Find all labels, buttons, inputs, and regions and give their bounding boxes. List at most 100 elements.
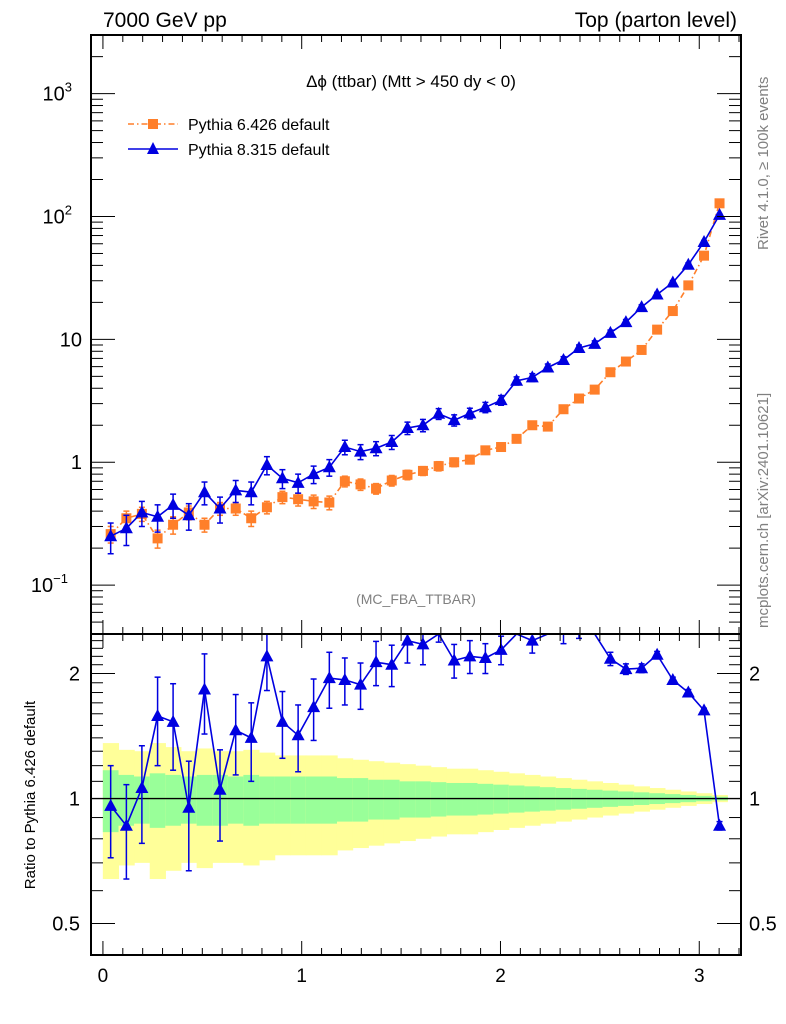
- rivet-version-label: Rivet 4.1.0, ≥ 100k events: [755, 77, 772, 250]
- ratio-marker: [135, 781, 149, 794]
- band-inner-bin: [446, 782, 463, 816]
- pythia8-marker: [603, 325, 617, 338]
- pythia6-marker: [714, 198, 725, 209]
- y-tick-label: 102: [43, 202, 72, 228]
- ratio-y-tick-label: 0.5: [52, 914, 80, 936]
- pythia8-marker: [447, 413, 461, 426]
- ratio-marker: [635, 661, 649, 674]
- band-inner-bin: [462, 782, 479, 816]
- ratio-marker: [463, 649, 477, 662]
- pythia8-marker: [354, 444, 368, 457]
- analysis-tag: (MC_FBA_TTBAR): [356, 591, 476, 607]
- ratio-marker: [697, 703, 711, 716]
- ratio-y-tick-label: 1: [69, 789, 80, 811]
- pythia8-marker: [166, 497, 180, 510]
- pythia8-marker: [525, 370, 539, 383]
- ratio-marker: [369, 655, 383, 668]
- ratio-marker: [619, 662, 633, 675]
- pythia8-marker: [432, 406, 446, 419]
- band-inner-bin: [243, 774, 260, 826]
- pythia6-marker: [527, 420, 538, 431]
- pythia6-marker: [417, 465, 428, 476]
- band-inner-bin: [383, 779, 401, 820]
- pythia8-marker: [385, 435, 399, 448]
- top-panel-content: [104, 198, 727, 555]
- pythia6-marker: [339, 476, 350, 487]
- band-inner-bin: [368, 779, 385, 820]
- ratio-bands: [91, 743, 741, 880]
- x-tick-label: 2: [495, 966, 506, 987]
- y-tick-label: 10: [60, 329, 82, 351]
- pythia6-marker: [589, 384, 600, 395]
- pythia6-marker: [464, 454, 475, 465]
- pythia8-marker: [572, 341, 586, 354]
- band-inner-bin: [477, 783, 494, 815]
- pythia8-marker: [213, 501, 227, 514]
- pythia6-marker: [433, 461, 444, 472]
- pythia6-marker: [496, 442, 507, 453]
- ratio-y-tick-label: 2: [69, 664, 80, 686]
- legend: Pythia 6.426 default Pythia 8.315 defaul…: [128, 117, 330, 159]
- ratio-y-tick-label-right: 1: [749, 789, 760, 811]
- pythia8-marker: [713, 207, 727, 220]
- pythia8-marker: [182, 508, 196, 521]
- pythia8-marker: [478, 400, 492, 413]
- pythia6-marker: [667, 306, 678, 317]
- pythia8-marker: [588, 336, 602, 349]
- ratio-marker: [229, 723, 243, 736]
- pythia8-marker: [666, 275, 680, 288]
- pythia8-marker: [307, 467, 321, 480]
- pythia8-marker: [104, 529, 118, 542]
- pythia8-marker: [556, 352, 570, 365]
- ratio-marker: [494, 642, 508, 655]
- y-tick-exponent: 3: [65, 80, 72, 95]
- pythia8-marker: [416, 418, 430, 431]
- pythia8-marker: [135, 505, 149, 518]
- ratio-marker: [322, 671, 336, 684]
- ratio-marker: [603, 651, 617, 664]
- ratio-marker: [385, 657, 399, 670]
- ratio-marker: [681, 685, 695, 698]
- ratio-marker: [416, 637, 430, 650]
- pythia6-line: [110, 203, 721, 540]
- ratio-marker: [119, 818, 133, 831]
- band-inner-bin: [352, 778, 369, 822]
- pythia6-marker: [386, 475, 397, 486]
- band-inner-bin: [196, 774, 213, 826]
- pythia6-marker: [558, 404, 569, 415]
- x-tick-label: 1: [296, 966, 307, 987]
- ratio-marker: [275, 714, 289, 727]
- band-inner-bin: [274, 776, 291, 824]
- pythia8-marker: [198, 485, 212, 498]
- y-tick-label: 1: [71, 452, 82, 474]
- legend-entry-pythia8: Pythia 8.315 default: [128, 142, 330, 159]
- pythia6-marker: [371, 483, 382, 494]
- ratio-y-tick-label-right: 2: [749, 664, 760, 686]
- pythia6-marker: [308, 496, 319, 507]
- ratio-marker: [104, 798, 118, 811]
- pythia8-marker: [400, 420, 414, 433]
- ratio-marker: [650, 647, 664, 660]
- header-left-label: 7000 GeV pp: [103, 9, 227, 32]
- y-tick-exponent: 2: [65, 202, 72, 217]
- ratio-marker: [713, 818, 727, 831]
- pythia6-marker: [324, 497, 335, 508]
- y-tick-label: 10−1: [31, 571, 68, 597]
- ratio-marker: [666, 672, 680, 685]
- ratio-marker: [182, 800, 196, 813]
- band-inner-bin: [336, 778, 354, 822]
- pythia6-marker: [355, 479, 366, 490]
- pythia6-marker: [293, 494, 304, 505]
- band-inner-bin: [259, 776, 276, 824]
- pythia8-marker: [369, 441, 383, 454]
- pythia8-marker: [635, 300, 649, 313]
- pythia6-marker: [652, 324, 663, 335]
- ratio-marker: [260, 649, 274, 662]
- pythia8-marker: [260, 457, 274, 470]
- pythia8-marker: [119, 521, 133, 534]
- ratio-marker: [291, 728, 305, 741]
- legend-label-pythia8: Pythia 8.315 default: [188, 142, 330, 159]
- pythia6-marker: [620, 356, 631, 367]
